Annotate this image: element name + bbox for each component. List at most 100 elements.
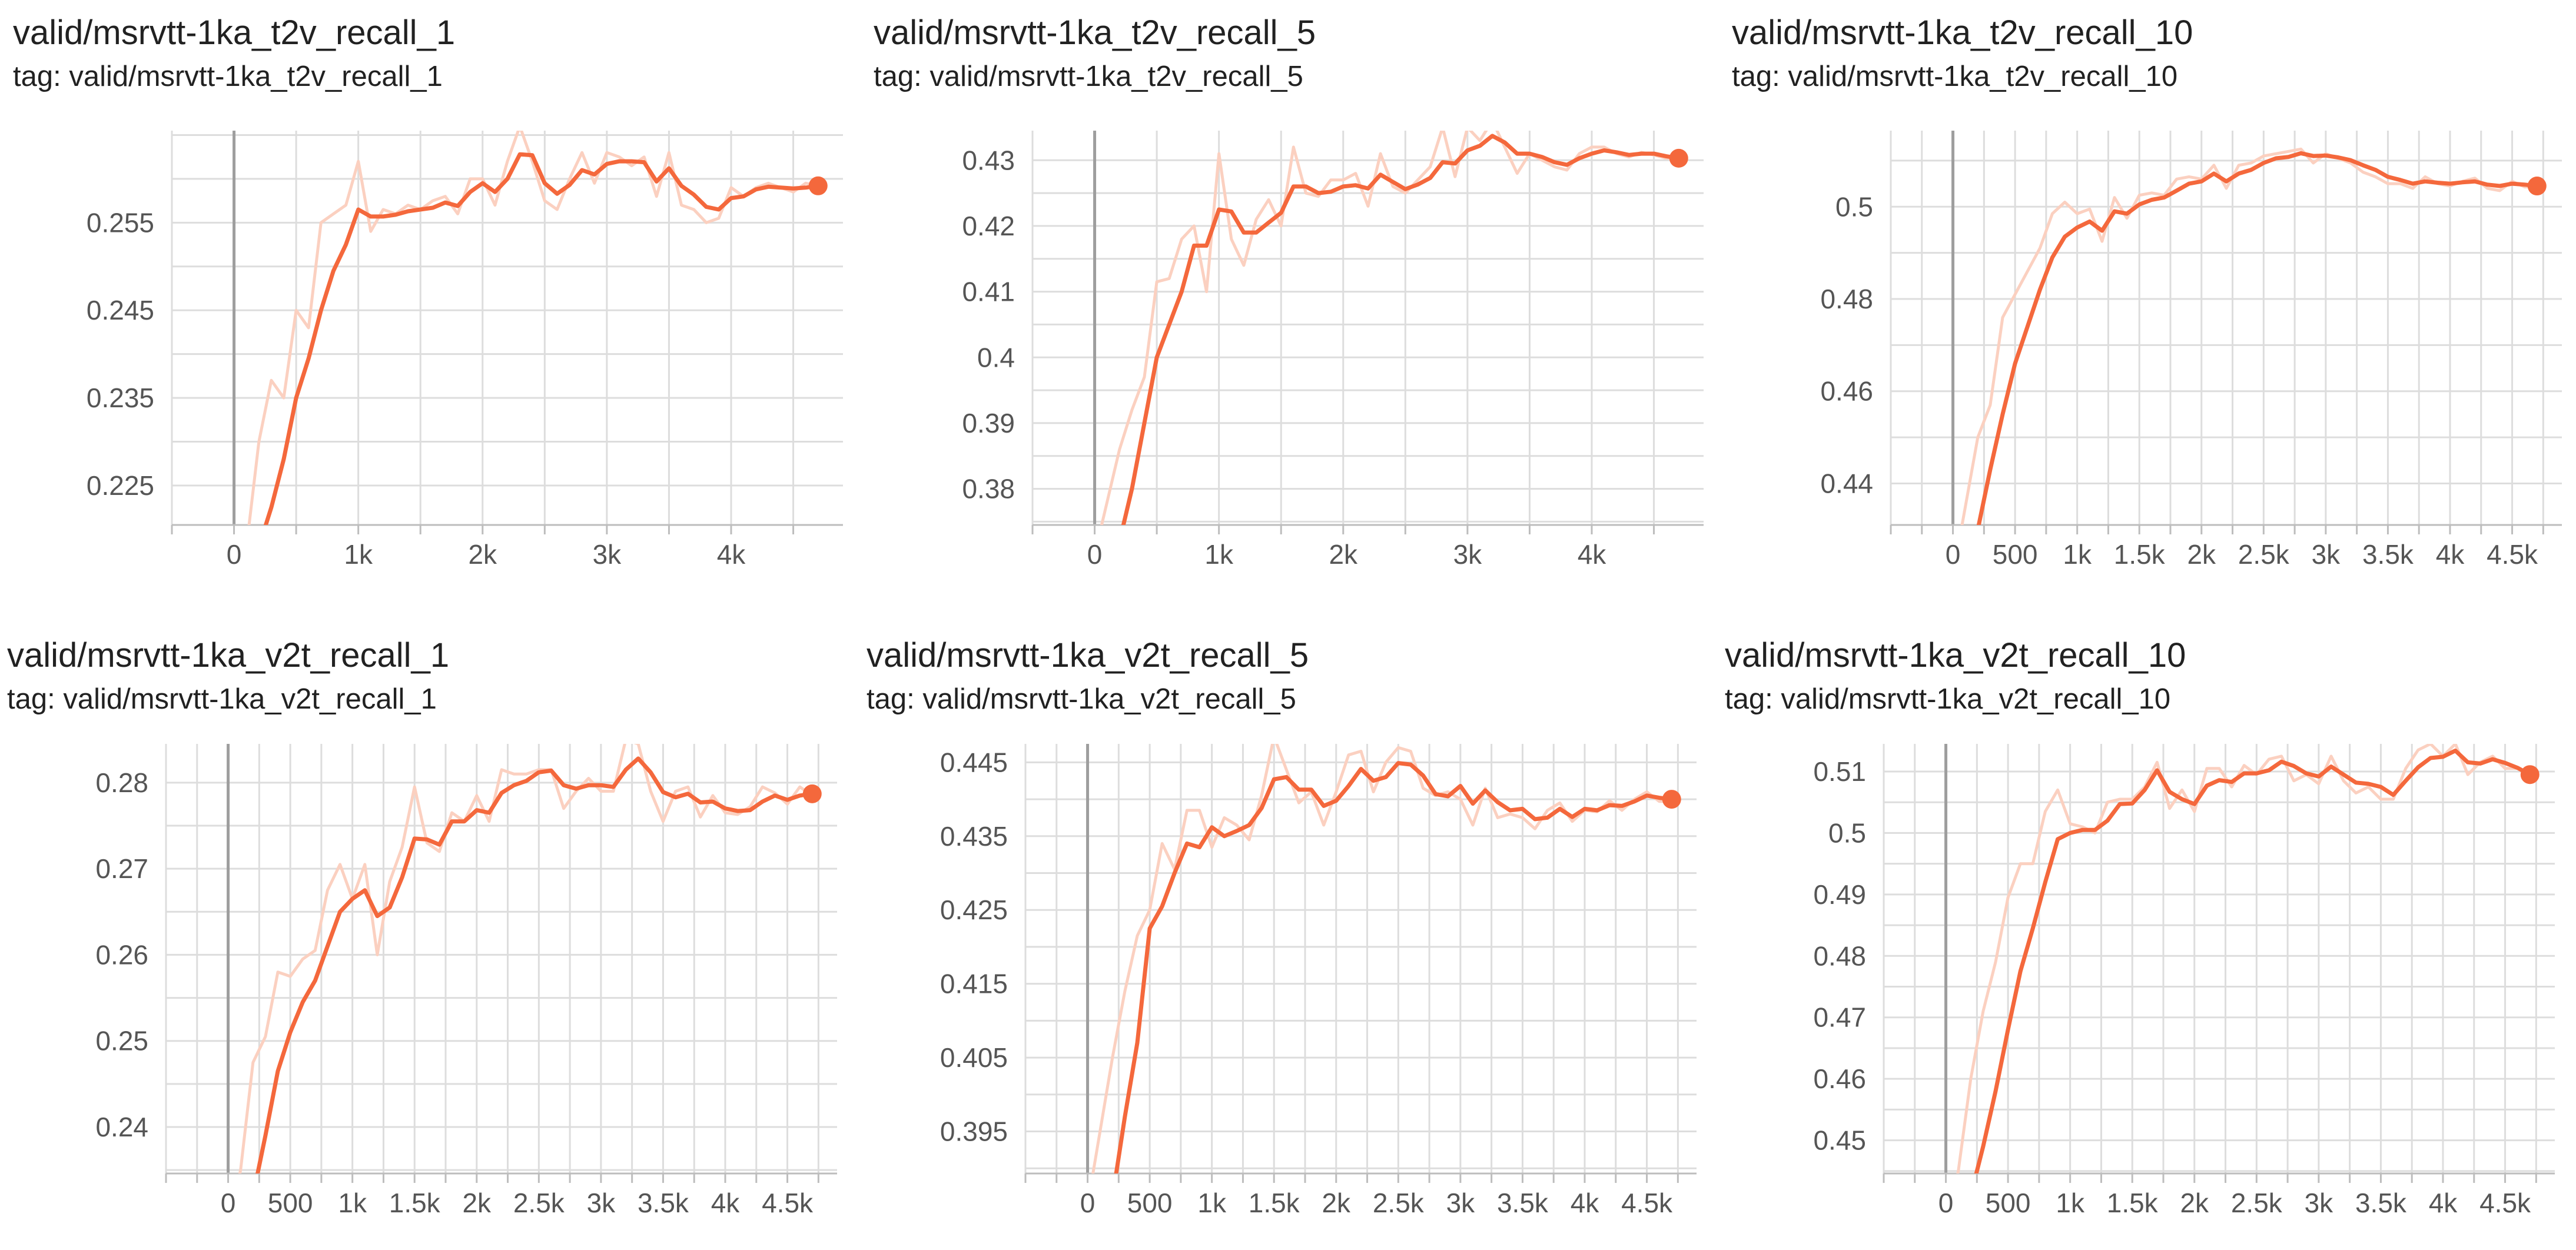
chart-svg: 0 500 1k 1.5k 2k 2.5k 3k 3.5k 4k 4.5k 0.395 0.405 0.…: [940, 744, 1697, 1218]
y-tick-label: 0.48: [1813, 940, 1866, 971]
chart-svg: 0 500 1k 1.5k 2k 2.5k 3k 3.5k 4k 4.5k 0.44 0.46 0.48…: [1820, 131, 2562, 570]
y-tick-label: 0.48: [1820, 284, 1873, 314]
x-tick-label: 3.5k: [638, 1188, 689, 1218]
y-tick-label: 0.41: [962, 277, 1015, 307]
x-tick-label: 1.5k: [2114, 539, 2166, 570]
x-tick-label: 500: [268, 1188, 313, 1218]
y-tick-label: 0.4: [977, 342, 1015, 373]
x-tick-label: 2k: [2180, 1188, 2209, 1218]
raw-series-line: [238, 744, 814, 1173]
last-value-dot: [1669, 148, 1688, 168]
chart-title: valid/msrvtt-1ka_v2t_recall_10: [1725, 636, 2186, 674]
chart-panel-t2v-recall-5: valid/msrvtt-1ka_t2v_recall_5 tag: valid…: [874, 13, 1709, 601]
chart-tag: tag: valid/msrvtt-1ka_t2v_recall_1: [13, 61, 443, 92]
smoothed-series-line: [255, 756, 815, 1173]
raw-series-line: [1100, 131, 1681, 525]
x-tick-label: 2k: [2187, 539, 2216, 570]
chart-tag: tag: valid/msrvtt-1ka_v2t_recall_5: [867, 683, 1296, 715]
y-tick-label: 0.26: [95, 939, 148, 970]
raw-series-line: [247, 131, 820, 525]
y-tick-label: 0.5: [1835, 191, 1873, 222]
series-group: [247, 131, 821, 525]
chart-title: valid/msrvtt-1ka_v2t_recall_1: [7, 636, 450, 674]
last-value-dot: [1662, 790, 1681, 809]
y-tick-label: 0.46: [1820, 376, 1873, 407]
smoothed-series-line: [1974, 749, 2532, 1173]
chart-panel-t2v-recall-1: valid/msrvtt-1ka_t2v_recall_1 tag: valid…: [13, 13, 849, 601]
x-tick-label: 2k: [468, 539, 497, 570]
chart-title: valid/msrvtt-1ka_t2v_recall_1: [13, 14, 456, 52]
chart-panel-t2v-recall-10: valid/msrvtt-1ka_t2v_recall_10 tag: vali…: [1732, 13, 2568, 601]
x-tick-label: 4.5k: [2479, 1188, 2531, 1218]
x-tick-label: 3k: [593, 539, 622, 570]
y-tick-label: 0.395: [940, 1116, 1008, 1147]
chart-svg: 0 500 1k 1.5k 2k 2.5k 3k 3.5k 4k 4.5k 0.24 0.25 0.26…: [95, 744, 837, 1218]
x-tick-label: 3k: [2305, 1188, 2334, 1218]
chart-panel-v2t-recall-10: valid/msrvtt-1ka_v2t_recall_10 tag: vali…: [1725, 636, 2561, 1242]
x-tick-label: 4.5k: [762, 1188, 814, 1218]
y-tick-label: 0.245: [87, 295, 154, 325]
x-tick-label: 4k: [2436, 539, 2465, 570]
x-tick-label: 500: [1986, 1188, 2031, 1218]
smoothed-series-line: [1976, 151, 2540, 525]
x-tick-label: 1.5k: [389, 1188, 441, 1218]
y-tick-label: 0.425: [940, 895, 1008, 925]
x-tick-label: 3.5k: [1497, 1188, 1549, 1218]
y-tick-label: 0.225: [87, 470, 154, 501]
x-tick-label: 3k: [1453, 539, 1483, 570]
y-tick-label: 0.39: [962, 408, 1015, 438]
y-tick-label: 0.255: [87, 207, 154, 238]
x-tick-label: 4.5k: [2487, 539, 2538, 570]
y-tick-label: 0.27: [95, 853, 148, 884]
chart-tag: tag: valid/msrvtt-1ka_t2v_recall_10: [1732, 61, 2178, 92]
x-tick-label: 4k: [1578, 539, 1607, 570]
x-tick-label: 0: [1938, 1188, 1954, 1218]
chart-svg: 0 1k 2k 3k 4k 0.38 0.39 0.4 0.41 0.42 0.43: [962, 131, 1704, 570]
x-tick-label: 2.5k: [513, 1188, 565, 1218]
y-tick-label: 0.28: [95, 767, 148, 798]
series-group: [1100, 131, 1681, 525]
x-tick-label: 1k: [2063, 539, 2092, 570]
x-tick-label: 4k: [1571, 1188, 1600, 1218]
y-tick-label: 0.435: [940, 821, 1008, 852]
y-tick-label: 0.51: [1813, 756, 1866, 787]
x-tick-label: 3.5k: [2362, 539, 2414, 570]
grid-lines: [1890, 131, 2562, 525]
series-group: [1956, 744, 2532, 1173]
last-value-dot: [802, 784, 822, 803]
y-tick-label: 0.235: [87, 383, 154, 413]
chart-panel-v2t-recall-5: valid/msrvtt-1ka_v2t_recall_5 tag: valid…: [867, 636, 1702, 1242]
x-tick-label: 3k: [2312, 539, 2341, 570]
x-tick-label: 4k: [2429, 1188, 2458, 1218]
x-tick-label: 2.5k: [2231, 1188, 2283, 1218]
x-tick-label: 0: [227, 539, 242, 570]
x-tick-label: 0: [221, 1188, 236, 1218]
x-tick-label: 2k: [1329, 539, 1358, 570]
y-tick-label: 0.46: [1813, 1063, 1866, 1094]
y-tick-label: 0.38: [962, 474, 1015, 504]
x-tick-label: 1k: [2056, 1188, 2085, 1218]
x-tick-label: 4.5k: [1621, 1188, 1673, 1218]
y-tick-label: 0.45: [1813, 1125, 1866, 1156]
last-value-dot: [2520, 765, 2540, 784]
y-tick-label: 0.25: [95, 1026, 148, 1056]
y-tick-label: 0.415: [940, 969, 1008, 999]
chart-panel-v2t-recall-1: valid/msrvtt-1ka_v2t_recall_1 tag: valid…: [7, 636, 843, 1242]
series-group: [238, 744, 815, 1173]
y-tick-label: 0.5: [1828, 817, 1866, 848]
y-tick-label: 0.47: [1813, 1002, 1866, 1033]
x-tick-label: 4k: [711, 1188, 741, 1218]
y-tick-label: 0.405: [940, 1042, 1008, 1073]
x-tick-label: 2.5k: [2238, 539, 2290, 570]
series-group: [1960, 147, 2540, 525]
x-tick-label: 1k: [1197, 1188, 1227, 1218]
x-tick-label: 500: [1127, 1188, 1173, 1218]
last-value-dot: [2527, 177, 2547, 196]
x-tick-label: 500: [1993, 539, 2038, 570]
x-tick-label: 3k: [1446, 1188, 1476, 1218]
chart-tag: tag: valid/msrvtt-1ka_v2t_recall_1: [7, 683, 437, 715]
y-tick-label: 0.43: [962, 145, 1015, 175]
series-group: [1091, 744, 1674, 1173]
x-tick-label: 4k: [717, 539, 746, 570]
